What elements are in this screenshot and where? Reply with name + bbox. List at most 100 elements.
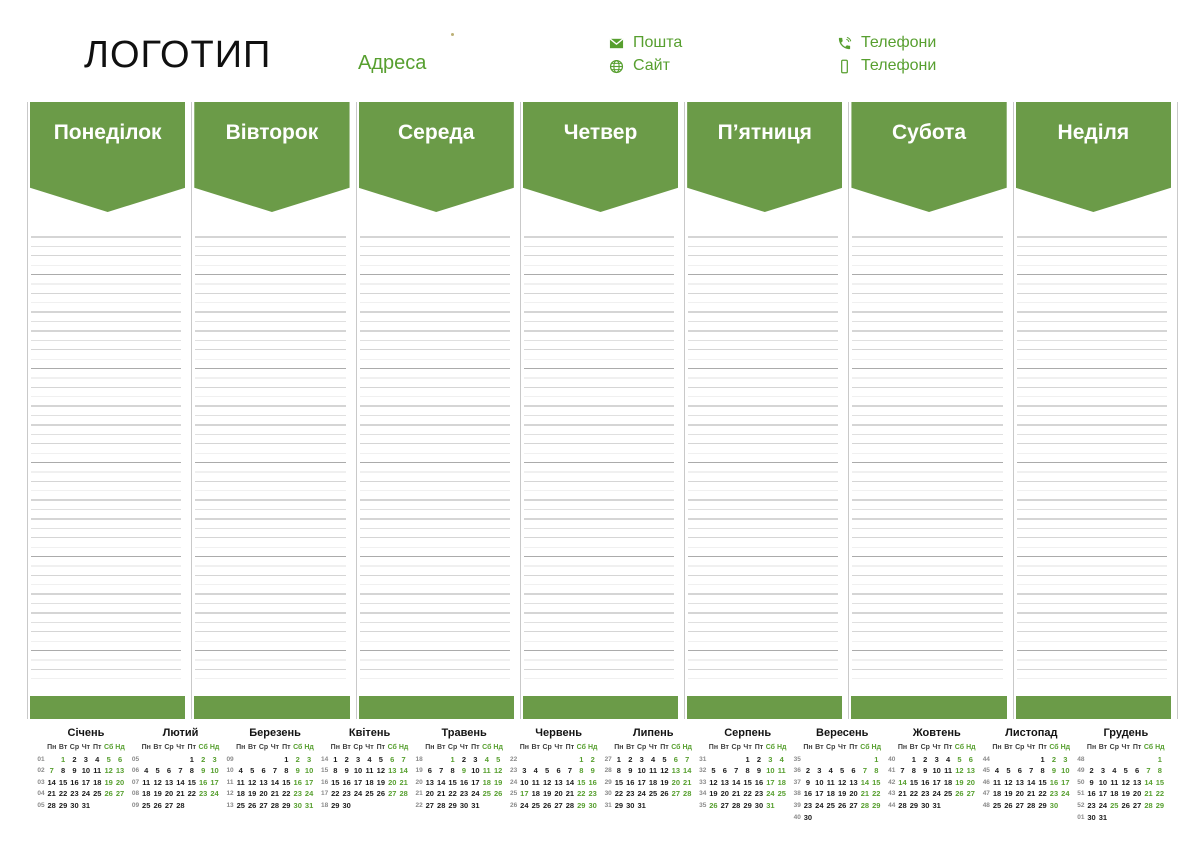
day-number: [246, 754, 257, 766]
weekday-label: Пт: [754, 744, 764, 751]
day-number: 7: [49, 766, 54, 776]
day-number: 13: [720, 777, 729, 787]
day-number: 11: [236, 777, 245, 787]
day-number: 10: [353, 766, 363, 776]
weekday-label: Вт: [342, 744, 351, 751]
day-number: 31: [932, 800, 941, 810]
day-number: 25: [482, 789, 491, 799]
weekday-label: Вт: [153, 744, 162, 751]
day-number: 8: [579, 766, 584, 776]
day-number: 19: [955, 777, 964, 787]
day-number: 16: [921, 777, 930, 787]
day-number: [564, 754, 575, 766]
day-number: 29: [743, 800, 752, 810]
weekday-label: Вт: [815, 744, 824, 751]
month-title: Жовтень: [912, 727, 961, 739]
contact-label-mobile: Телефони: [861, 57, 937, 74]
month-title: Листопад: [1005, 727, 1058, 739]
day-number: 8: [616, 766, 621, 776]
day-number: 4: [650, 754, 656, 764]
weekday-label: Ср: [258, 744, 269, 751]
day-number: 15: [577, 777, 586, 787]
day-number: 23: [626, 789, 635, 799]
day-number: [1086, 754, 1097, 766]
mini-month: Жовтень Пн Вт Ср Чт Пт Сб Нд 40 1 2 3 4 5 6 41 7 8 9 10 11 12…: [887, 727, 977, 823]
day-number: 10: [471, 766, 480, 776]
week-number: 31: [699, 755, 707, 763]
weekday-label: Чт: [837, 744, 847, 751]
day-number: 2: [1089, 766, 1094, 776]
week-number: 16: [320, 778, 329, 786]
day-number: 28: [399, 789, 408, 799]
day-number: [519, 754, 530, 766]
day-number: 18: [482, 777, 491, 787]
day-number: [186, 800, 197, 812]
day-number: 1: [616, 754, 621, 764]
day-number: 6: [673, 754, 678, 764]
day-number: 2: [805, 766, 811, 776]
day-number: 18: [365, 777, 374, 787]
weekday-label: Пн: [897, 744, 908, 751]
day-number: 26: [709, 800, 718, 810]
day-number: 4: [367, 754, 372, 764]
day-number: 25: [236, 800, 245, 810]
day-number: 19: [104, 777, 113, 787]
day-number: 1: [450, 754, 455, 764]
day-number: [708, 754, 719, 766]
day-number: 29: [331, 800, 340, 810]
week-number: 22: [510, 755, 518, 763]
day-number: 28: [1144, 800, 1153, 810]
day-number: 14: [176, 777, 185, 787]
day-number: 4: [533, 766, 538, 776]
day-number: 19: [837, 789, 847, 799]
weekday-label: Пт: [376, 744, 386, 751]
day-number: [375, 800, 386, 812]
weekday-label: Пн: [236, 744, 246, 751]
day-number: 25: [943, 789, 953, 799]
day-number: 27: [849, 800, 858, 810]
mini-month: Грудень Пн Вт Ср Чт Пт Сб Нд 48 1 49 2 3 4 5 6 7 8 50 9 10 11…: [1076, 727, 1166, 823]
day-number: 12: [955, 766, 964, 776]
day-number: 14: [683, 766, 692, 776]
day-number: [235, 754, 246, 766]
week-column-6: Субота: [848, 102, 1012, 719]
day-number: 27: [164, 800, 174, 810]
day-number: [859, 812, 870, 824]
week-number: 39: [793, 801, 801, 809]
week-number: 09: [226, 755, 234, 763]
day-number: 1: [579, 754, 584, 764]
day-number: [541, 754, 552, 766]
day-number: 10: [815, 777, 824, 787]
week-number: 26: [510, 801, 518, 809]
day-number: 21: [1027, 789, 1036, 799]
day-number: 12: [247, 777, 257, 787]
day-number: 30: [626, 800, 635, 810]
day-number: 7: [685, 754, 690, 764]
week-number: 35: [699, 801, 707, 809]
day-number: 18: [93, 777, 102, 787]
day-number: 27: [554, 800, 563, 810]
day-number: 22: [448, 789, 457, 799]
week-number-header: [131, 742, 141, 754]
week-number: 21: [415, 790, 423, 798]
month-grid: Пн Вт Ср Чт Пт Сб Нд 27 1 2 3 4 5 6 7 28 8 9 10 11 12 13 14 29 1…: [603, 742, 693, 812]
day-number: 1: [874, 754, 879, 764]
day-number: 25: [531, 800, 540, 810]
day-number: 14: [860, 777, 870, 787]
day-number: 10: [304, 766, 314, 776]
day-number: 10: [210, 766, 219, 776]
day-number: [553, 754, 564, 766]
day-number: 15: [58, 777, 68, 787]
week-number: 06: [131, 767, 140, 775]
day-number: 2: [72, 754, 77, 764]
week-number: 12: [226, 790, 234, 798]
week-number: 32: [699, 767, 707, 775]
week-number: 02: [37, 767, 45, 775]
contact-row-mobile: Телефони: [837, 57, 936, 75]
weekday-label: Нд: [1060, 744, 1071, 751]
day-number: 15: [743, 777, 752, 787]
day-number: 11: [649, 766, 658, 776]
day-number: 10: [81, 766, 91, 776]
day-number: 19: [1121, 789, 1130, 799]
day-number: 25: [1110, 800, 1119, 810]
